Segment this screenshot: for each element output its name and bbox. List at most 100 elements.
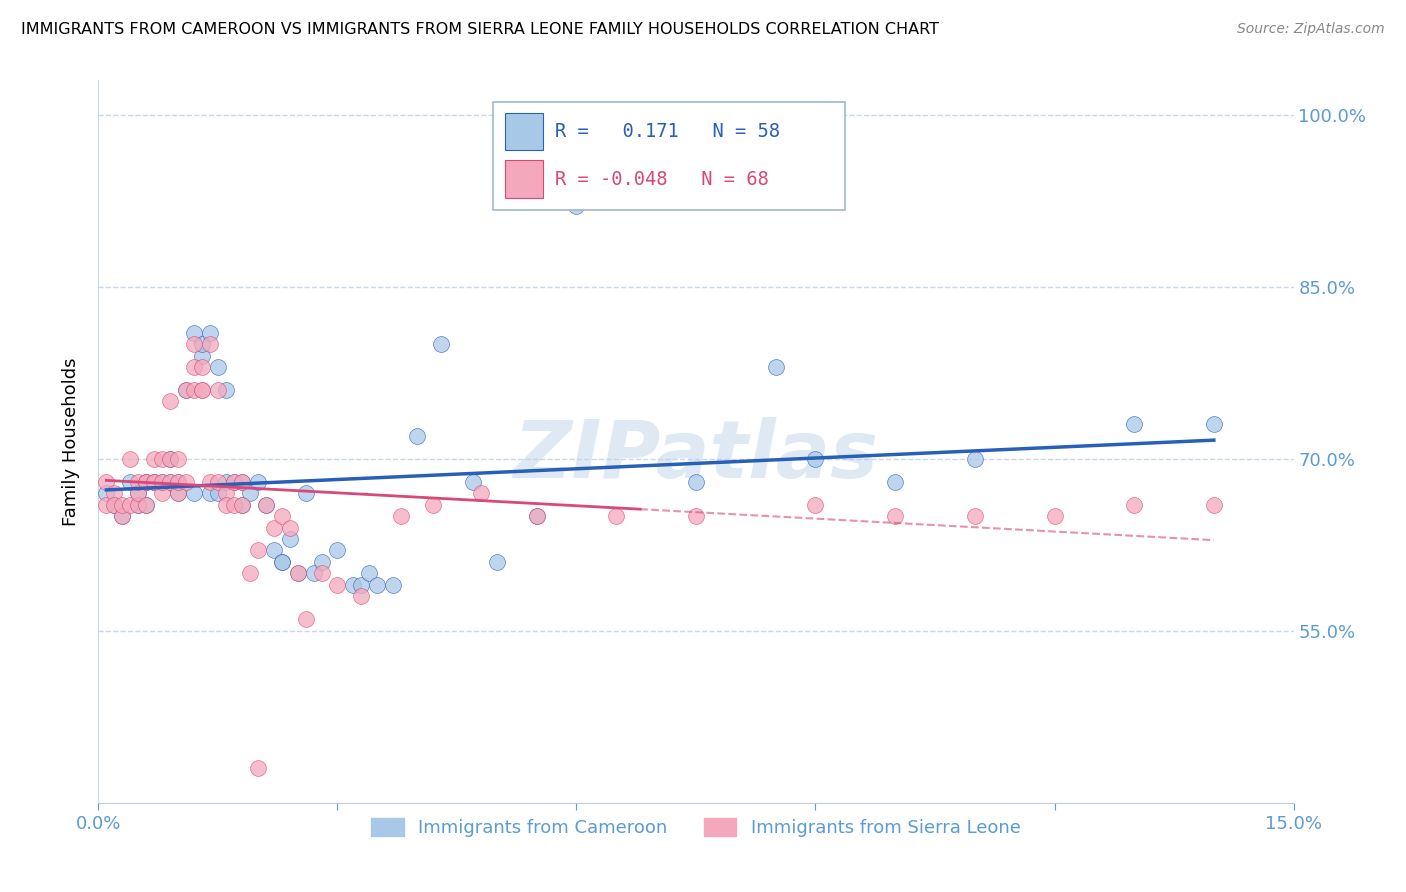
Point — [526, 509, 548, 524]
Point — [183, 383, 205, 397]
Bar — [505, 112, 543, 151]
Point — [174, 383, 197, 397]
Point — [198, 337, 221, 351]
Point — [127, 475, 149, 489]
Point — [254, 498, 277, 512]
Text: R =   0.171   N = 58: R = 0.171 N = 58 — [555, 122, 780, 141]
Point — [1123, 417, 1146, 432]
Point — [120, 451, 142, 466]
Point — [350, 578, 373, 592]
Point — [215, 475, 238, 489]
Point — [350, 590, 373, 604]
Point — [804, 498, 827, 512]
Point — [765, 359, 787, 374]
Point — [246, 543, 269, 558]
Point — [342, 578, 364, 592]
Point — [111, 509, 134, 524]
Point — [183, 337, 205, 351]
Point — [430, 337, 453, 351]
Point — [270, 555, 292, 569]
Point — [183, 326, 205, 340]
Point — [231, 498, 253, 512]
Point — [884, 475, 907, 489]
FancyBboxPatch shape — [494, 102, 845, 211]
Point — [191, 383, 214, 397]
Point — [485, 555, 508, 569]
Point — [406, 429, 429, 443]
Text: R = -0.048   N = 68: R = -0.048 N = 68 — [555, 169, 769, 189]
Point — [231, 498, 253, 512]
Point — [685, 475, 707, 489]
Point — [167, 486, 190, 500]
Point — [127, 498, 149, 512]
Point — [174, 475, 197, 489]
Point — [143, 451, 166, 466]
Point — [263, 520, 285, 534]
Point — [143, 475, 166, 489]
Point — [150, 475, 173, 489]
Point — [135, 475, 157, 489]
Point — [96, 475, 118, 489]
Point — [159, 394, 181, 409]
Point — [215, 486, 238, 500]
Point — [294, 486, 316, 500]
Point — [150, 451, 173, 466]
Point — [198, 475, 221, 489]
Point — [231, 475, 253, 489]
Point — [111, 509, 134, 524]
Point — [159, 475, 181, 489]
Point — [143, 475, 166, 489]
Point — [382, 578, 405, 592]
Point — [159, 451, 181, 466]
Point — [366, 578, 388, 592]
Point — [215, 383, 238, 397]
Point — [222, 498, 245, 512]
Point — [135, 475, 157, 489]
Point — [1123, 498, 1146, 512]
Point — [167, 475, 190, 489]
Point — [167, 475, 190, 489]
Point — [254, 498, 277, 512]
Point — [143, 475, 166, 489]
Point — [103, 498, 125, 512]
Text: IMMIGRANTS FROM CAMEROON VS IMMIGRANTS FROM SIERRA LEONE FAMILY HOUSEHOLDS CORRE: IMMIGRANTS FROM CAMEROON VS IMMIGRANTS F… — [21, 22, 939, 37]
Point — [231, 475, 253, 489]
Point — [311, 555, 333, 569]
Point — [246, 475, 269, 489]
Point — [167, 451, 190, 466]
Text: Source: ZipAtlas.com: Source: ZipAtlas.com — [1237, 22, 1385, 37]
Point — [422, 498, 444, 512]
Point — [103, 486, 125, 500]
Point — [270, 555, 292, 569]
Point — [207, 486, 229, 500]
Point — [389, 509, 412, 524]
Point — [207, 359, 229, 374]
Point — [183, 359, 205, 374]
Point — [239, 486, 262, 500]
Point — [135, 498, 157, 512]
Point — [120, 498, 142, 512]
Point — [526, 509, 548, 524]
Point — [191, 359, 214, 374]
Point — [326, 543, 349, 558]
Point — [183, 486, 205, 500]
Point — [222, 475, 245, 489]
Point — [167, 486, 190, 500]
Point — [263, 543, 285, 558]
Point — [461, 475, 484, 489]
Point — [311, 566, 333, 581]
Point — [150, 475, 173, 489]
Point — [150, 486, 173, 500]
Text: ZIPatlas: ZIPatlas — [513, 417, 879, 495]
Point — [191, 349, 214, 363]
Point — [239, 566, 262, 581]
Point — [1202, 498, 1225, 512]
Point — [278, 520, 301, 534]
Point — [326, 578, 349, 592]
Point — [198, 326, 221, 340]
Point — [159, 451, 181, 466]
Point — [135, 498, 157, 512]
Legend: Immigrants from Cameroon, Immigrants from Sierra Leone: Immigrants from Cameroon, Immigrants fro… — [364, 811, 1028, 845]
Bar — [505, 161, 543, 198]
Point — [111, 498, 134, 512]
